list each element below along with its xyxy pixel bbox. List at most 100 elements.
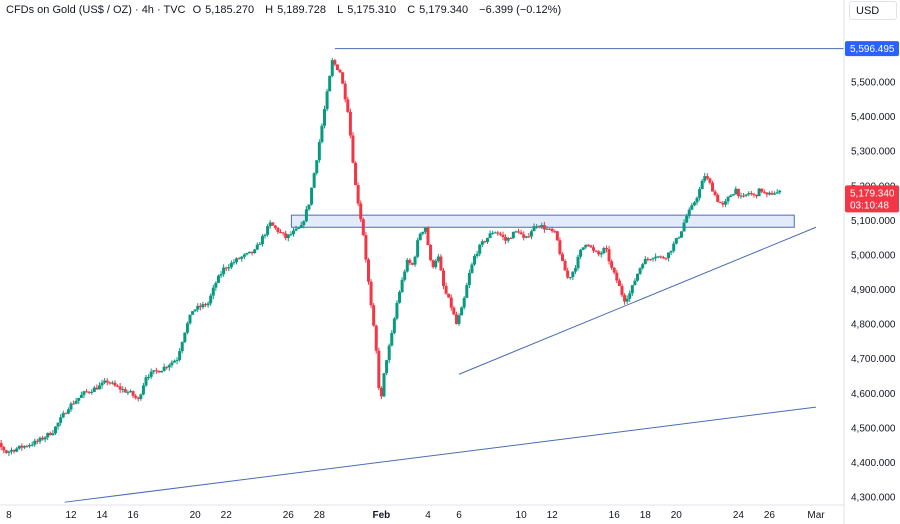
candle-body: [188, 314, 192, 324]
candle-body: [41, 437, 45, 440]
time-tick-label: 6: [456, 510, 462, 521]
candle-body: [488, 233, 492, 238]
candle-body: [219, 274, 223, 276]
candle-body: [442, 270, 445, 287]
currency-button[interactable]: USD: [849, 1, 897, 20]
candle-body: [198, 305, 202, 308]
candle-body: [302, 221, 306, 226]
candle-body: [281, 232, 285, 234]
last-price-tag-text: 5,179.340: [850, 188, 895, 199]
candle-body: [121, 389, 125, 391]
candle-body: [398, 291, 402, 303]
long-trendline[interactable]: [64, 406, 817, 503]
rising-trendline[interactable]: [458, 226, 817, 375]
candle-body: [315, 160, 319, 174]
candle-body: [185, 323, 189, 333]
candle-body: [343, 83, 347, 100]
time-tick-label: 26: [764, 510, 776, 521]
candle-body: [403, 271, 407, 280]
candle-body: [242, 254, 246, 257]
candle-body: [563, 260, 567, 271]
candle-body: [152, 370, 156, 372]
candle-body: [209, 295, 213, 304]
candle-body: [53, 426, 57, 434]
candle-body: [61, 413, 65, 418]
candle-body: [69, 403, 73, 410]
candle-body: [491, 232, 495, 234]
candle-body: [333, 60, 337, 65]
candle-body: [501, 234, 505, 238]
candle-body: [0, 443, 3, 448]
candle-body: [253, 249, 257, 254]
candle-body: [366, 259, 370, 282]
candle-body: [410, 263, 414, 265]
candle-body: [387, 345, 391, 361]
candle-body: [504, 237, 508, 241]
candle-body: [767, 192, 771, 195]
time-tick-label: 8: [6, 510, 12, 521]
support-zone[interactable]: [290, 214, 795, 228]
candle-body: [118, 386, 122, 390]
candle-body: [237, 258, 241, 260]
candle-body: [711, 182, 715, 192]
candle-body: [545, 228, 549, 230]
candle-body: [496, 232, 500, 234]
candle-body: [467, 272, 471, 286]
high-level-tag-text: 5,596.495: [850, 44, 895, 55]
candle-body: [418, 233, 422, 241]
candle-body: [436, 256, 440, 261]
candles-layer: [0, 57, 782, 457]
candle-body: [656, 256, 660, 258]
candle-body: [413, 256, 417, 265]
price-tick-label: 4,700.000: [851, 354, 896, 365]
candle-body: [196, 305, 200, 310]
candle-body: [548, 228, 552, 230]
candle-body: [457, 315, 461, 324]
candle-body: [59, 417, 63, 423]
candle-body: [581, 247, 585, 250]
candle-body: [646, 258, 650, 260]
candle-body: [529, 231, 533, 237]
candle-body: [284, 233, 288, 239]
candle-body: [480, 241, 484, 245]
candle-body: [356, 185, 360, 204]
time-tick-label: 4: [425, 510, 431, 521]
candle-body: [770, 192, 774, 195]
candle-body: [742, 195, 746, 197]
candle-body: [550, 228, 554, 232]
candle-body: [679, 231, 683, 238]
candle-body: [141, 385, 145, 395]
candle-body: [170, 362, 174, 366]
candle-body: [379, 387, 383, 397]
time-tick-label: 24: [733, 510, 745, 521]
time-axis[interactable]: 8 12 14 16 20 22 26 28 Feb 4 6 10 12 16 18 20 24 26 Mar: [6, 510, 825, 521]
candle-body: [405, 259, 409, 272]
candle-body: [664, 258, 668, 260]
candle-body: [307, 204, 311, 210]
price-tags: 5,596.495 5,179.340 03:10:48: [845, 41, 899, 213]
candle-body: [692, 202, 696, 206]
candle-body: [643, 258, 647, 265]
last-price-tag: [845, 185, 899, 213]
candle-body: [687, 209, 691, 216]
candle-body: [612, 267, 616, 273]
price-axis[interactable]: 4,300.000 4,400.000 4,500.000 4,600.000 4,70…: [851, 78, 896, 504]
candle-body: [382, 373, 386, 397]
candle-body: [607, 249, 611, 262]
candle-body: [478, 244, 482, 254]
candle-body: [698, 189, 702, 198]
candle-body: [460, 307, 464, 316]
candle-body: [335, 64, 339, 70]
symbol-label: CFDs on Gold (US$ / OZ) · 4h · TVC: [6, 4, 186, 16]
candle-body: [749, 193, 753, 195]
candle-body: [320, 125, 324, 143]
candle-body: [392, 318, 396, 333]
candle-body: [661, 257, 665, 259]
candle-body: [465, 285, 469, 298]
time-tick-label: Feb: [373, 510, 391, 521]
candle-body: [245, 253, 249, 255]
candle-body: [672, 243, 676, 251]
candle-body: [617, 280, 621, 286]
candle-body: [723, 201, 727, 205]
